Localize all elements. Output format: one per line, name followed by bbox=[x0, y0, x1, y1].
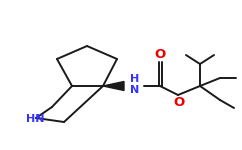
Text: O: O bbox=[173, 96, 185, 110]
Text: H: H bbox=[130, 74, 140, 84]
Text: HN: HN bbox=[26, 114, 44, 124]
Text: N: N bbox=[130, 85, 140, 95]
Text: O: O bbox=[154, 48, 166, 62]
Polygon shape bbox=[103, 81, 124, 90]
